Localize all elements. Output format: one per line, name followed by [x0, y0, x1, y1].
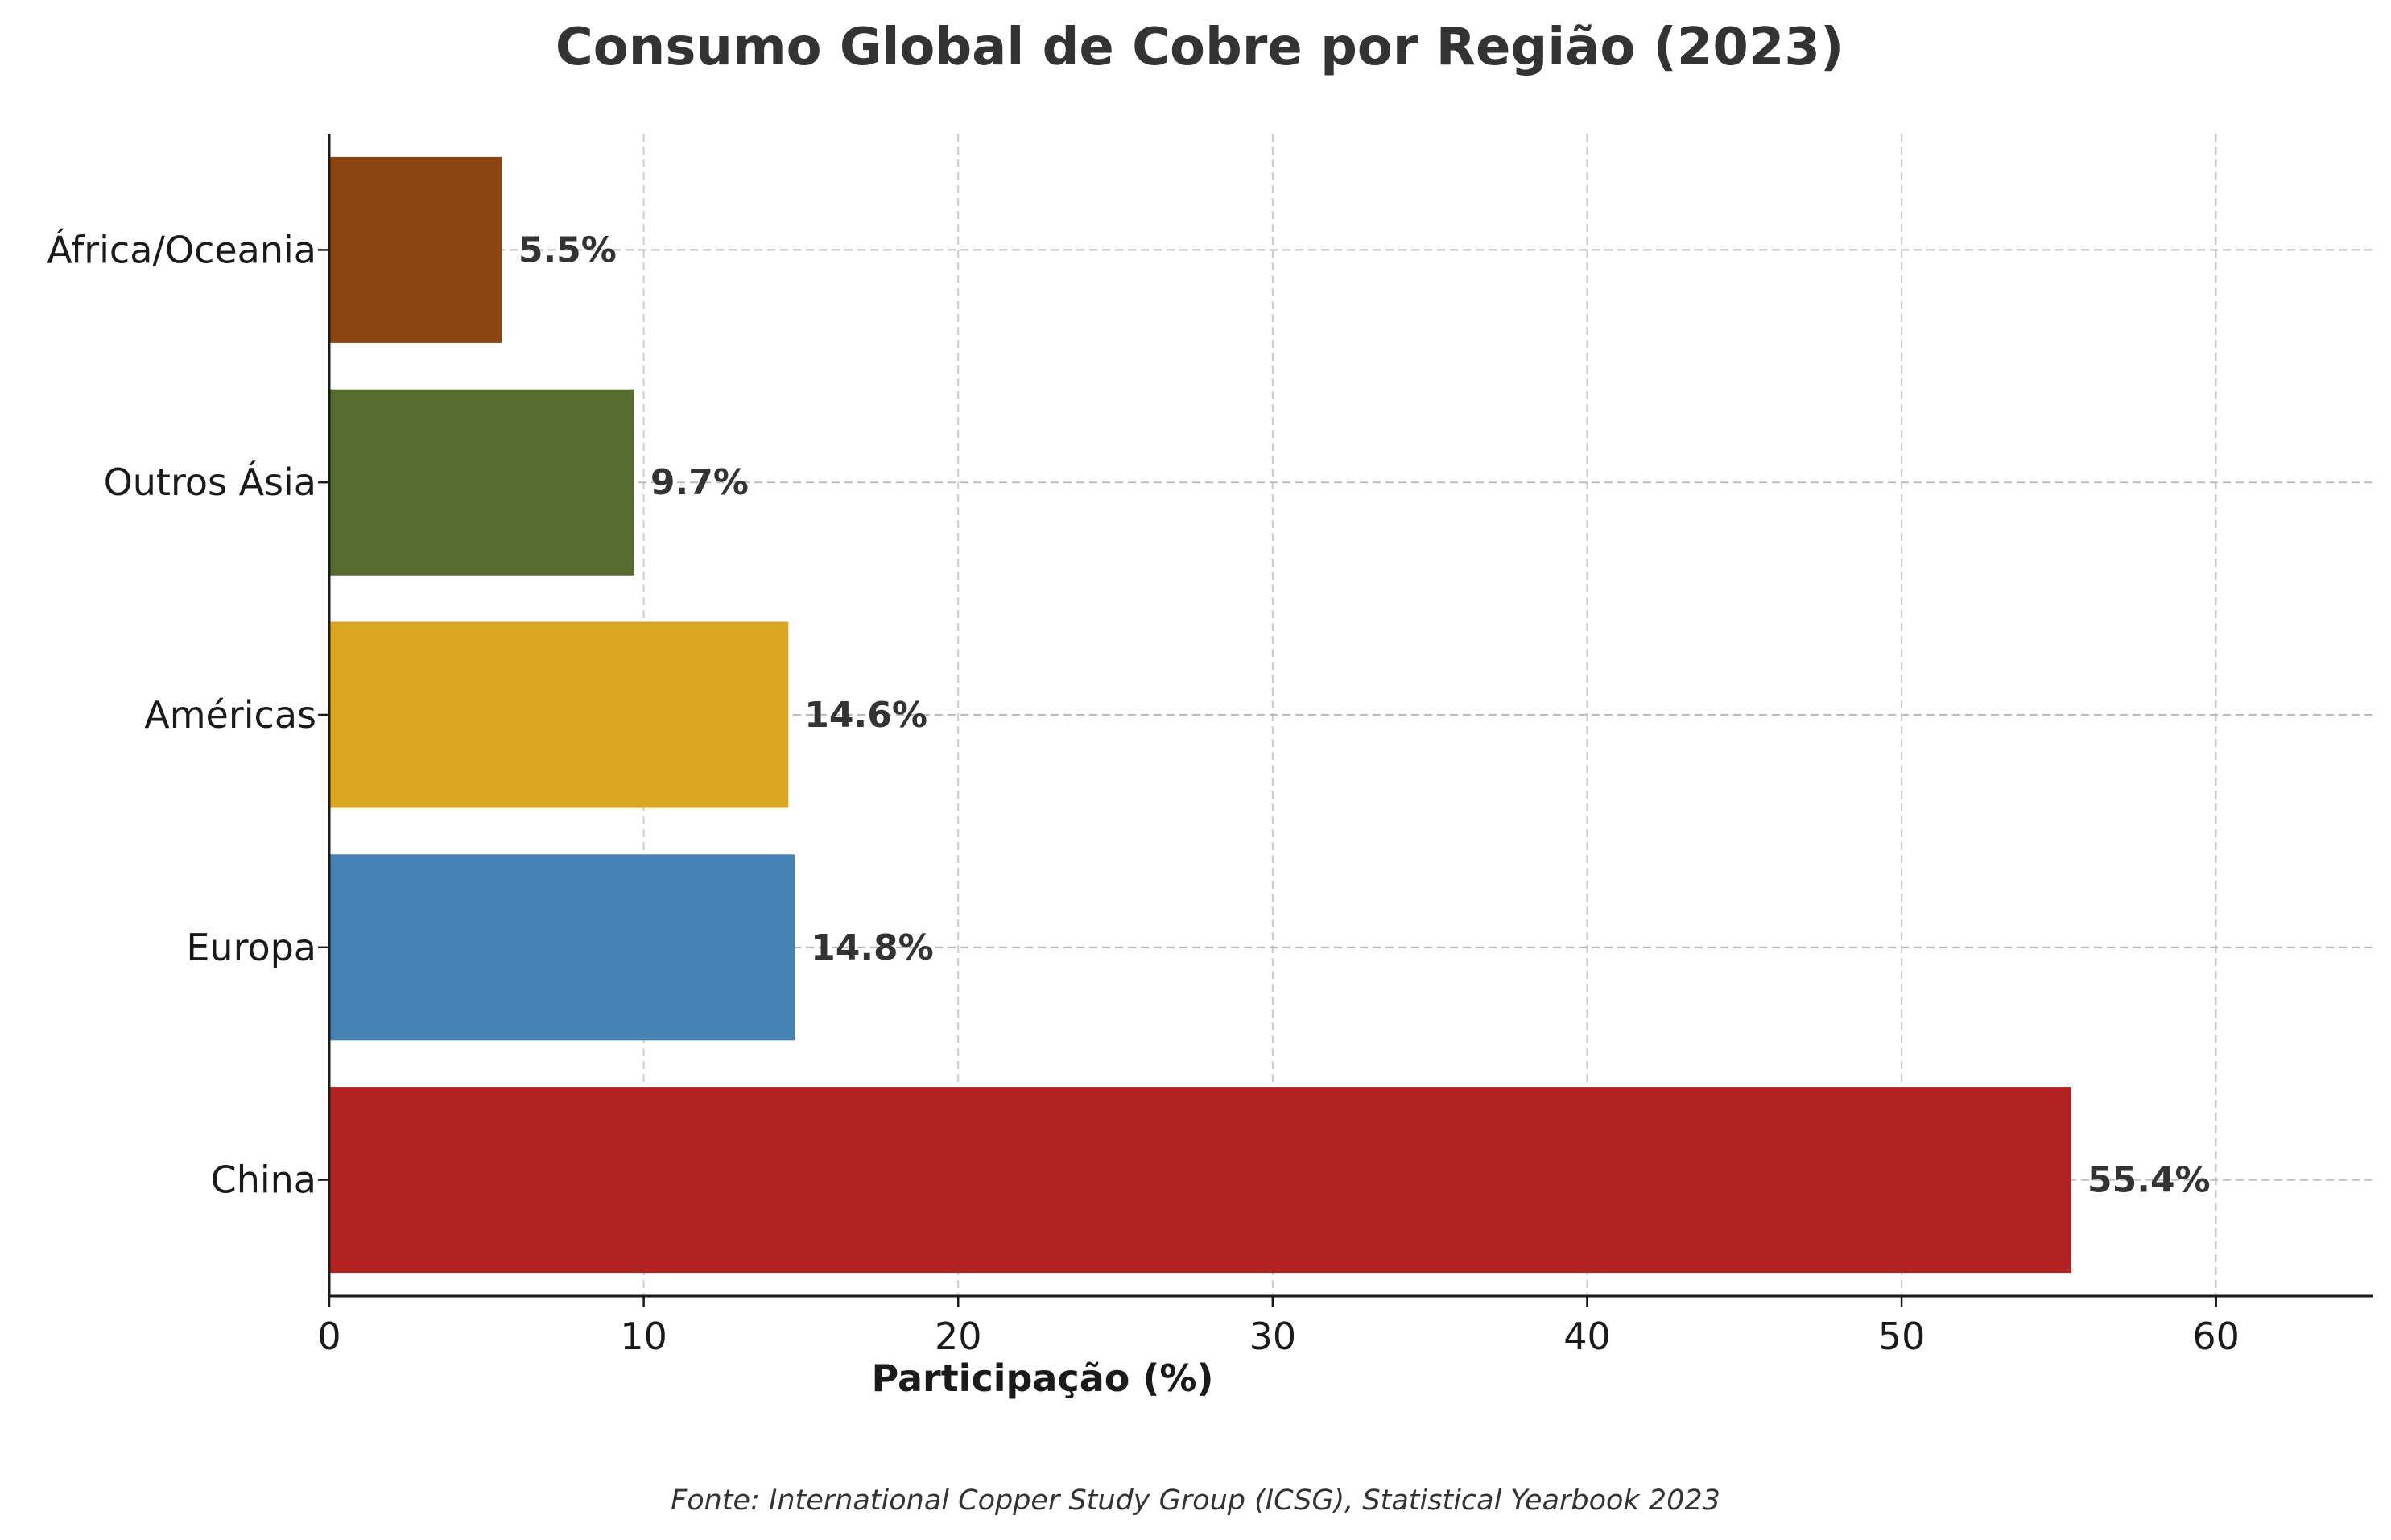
y-tick-label: Américas: [144, 693, 316, 737]
data-label: 55.4%: [2087, 1160, 2211, 1201]
data-label: 14.6%: [804, 695, 927, 736]
x-tick-label: 0: [317, 1315, 341, 1358]
chart-title: Consumo Global de Cobre por Região (2023…: [555, 18, 1844, 77]
x-tick-label: 50: [1878, 1315, 1926, 1358]
data-label: 14.8%: [811, 927, 934, 968]
source-note: Fonte: International Copper Study Group …: [671, 1484, 1720, 1517]
grid-layer: [328, 134, 2373, 1296]
x-tick-label: 10: [620, 1315, 667, 1358]
y-tick-label: Europa: [186, 926, 316, 969]
bar-china: [329, 1087, 2072, 1274]
x-tick-label: 60: [2192, 1315, 2240, 1358]
y-tick-label: China: [211, 1158, 316, 1202]
y-tick-label: Outros Ásia: [104, 460, 316, 504]
data-label: 5.5%: [518, 229, 617, 270]
bar-outros-sia: [329, 389, 634, 576]
y-tick-label: África/Oceania: [47, 228, 316, 271]
axis-layer: 0 10 20 30 40 50 60 China Europa Américas Outros Á…: [47, 134, 2373, 1358]
bar--frica-oceania: [329, 156, 502, 343]
x-tick-label: 20: [935, 1315, 982, 1358]
bar-am-ricas: [329, 621, 789, 808]
bar-layer: [329, 156, 2072, 1274]
data-label: 9.7%: [650, 462, 749, 503]
x-axis-label: Participação (%): [871, 1356, 1213, 1400]
x-tick-label: 40: [1563, 1315, 1611, 1358]
x-tick-label: 30: [1249, 1315, 1297, 1358]
bar-europa: [329, 854, 795, 1041]
label-layer: 55.4% 14.8% 14.6% 9.7% 5.5%: [518, 229, 2211, 1200]
